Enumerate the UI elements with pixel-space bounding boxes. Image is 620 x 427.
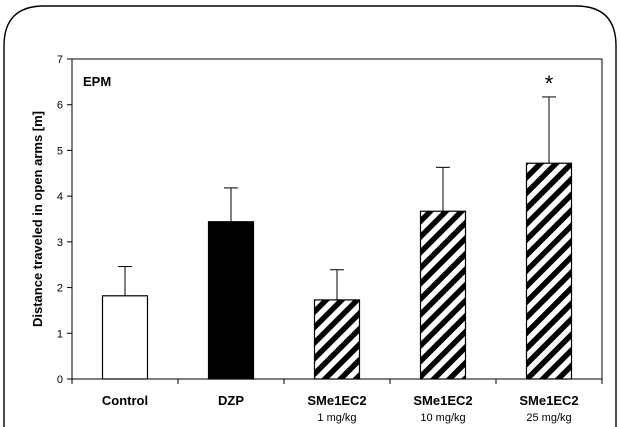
x-category-label: SMe1EC2 [519, 393, 578, 408]
y-tick-label: 1 [57, 328, 63, 340]
y-tick-label: 2 [57, 283, 63, 295]
y-tick-label: 5 [57, 145, 63, 157]
y-axis: 0 1 2 3 4 5 6 7 [57, 54, 603, 386]
significance-marker: * [545, 71, 554, 96]
bar [313, 299, 361, 380]
x-category-sublabel: 1 mg/kg [317, 412, 356, 424]
bar [207, 221, 255, 380]
x-category-label: SMe1EC2 [307, 393, 366, 408]
y-tick-label: 0 [57, 374, 63, 386]
y-tick-label: 6 [57, 100, 63, 112]
x-category-label: DZP [218, 393, 244, 408]
y-axis-label: Distance traveled in open arms [m] [30, 111, 45, 327]
x-category-label: Control [102, 393, 148, 408]
x-axis-labels: Control DZP SMe1EC2 1 mg/kg SMe1EC2 10 mg/kg S… [102, 393, 579, 424]
x-category-label: SMe1EC2 [413, 393, 472, 408]
bars-group [101, 162, 573, 380]
x-category-sublabel: 25 mg/kg [526, 412, 571, 424]
bar [525, 162, 573, 380]
y-tick-label: 3 [57, 237, 63, 249]
chart-frame [3, 5, 617, 427]
panel-label: EPM [83, 74, 111, 89]
bar [419, 210, 467, 380]
y-tick-label: 4 [57, 191, 63, 203]
y-tick-label: 7 [57, 54, 63, 66]
x-category-sublabel: 10 mg/kg [420, 412, 465, 424]
bar [101, 295, 149, 380]
error-bars-group: * [118, 71, 556, 300]
